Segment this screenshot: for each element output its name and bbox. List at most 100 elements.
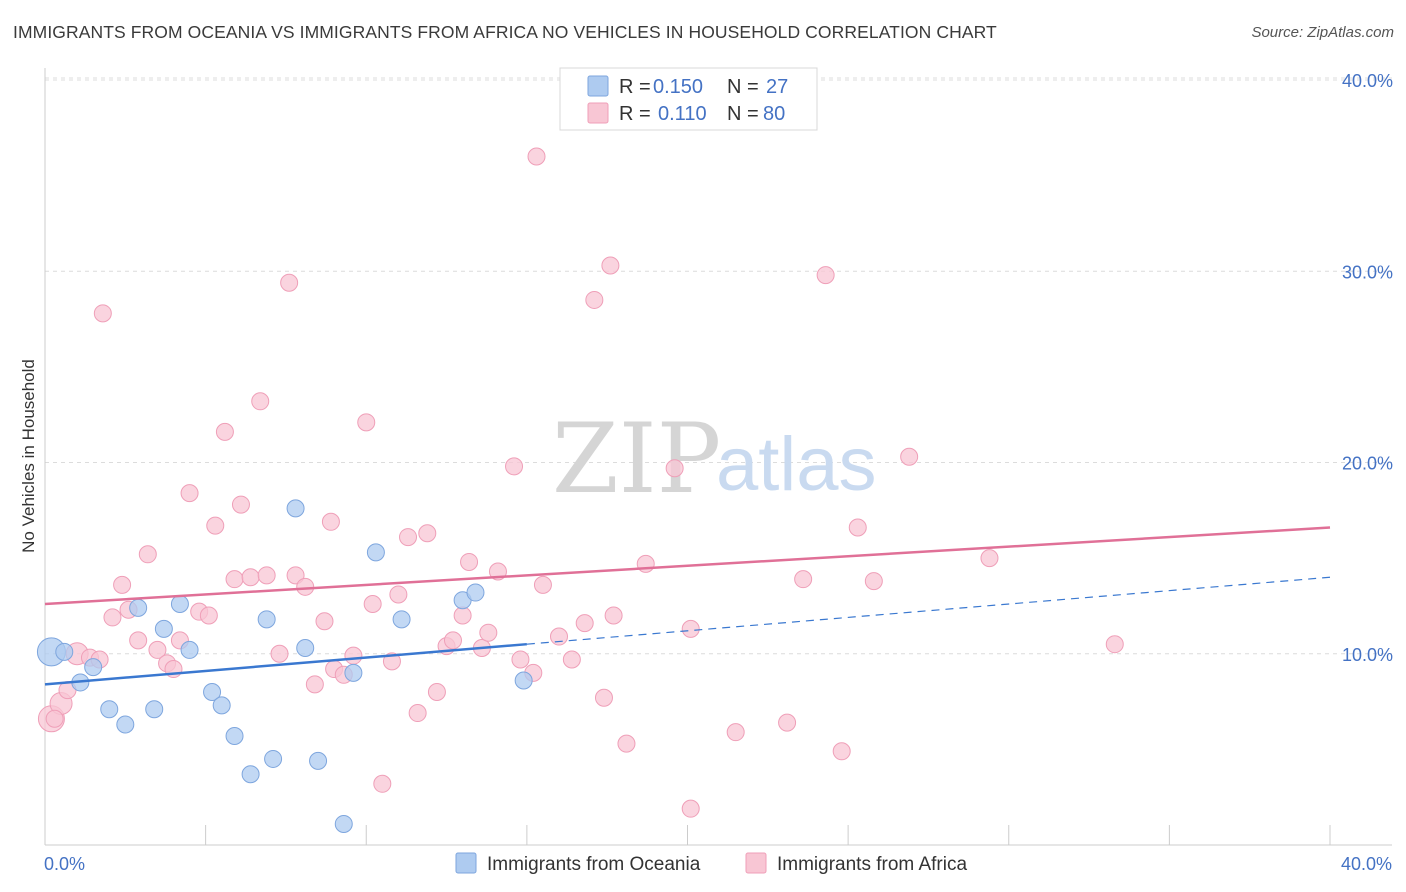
oceania-point: [366, 543, 385, 562]
africa-point: [103, 608, 122, 627]
africa-point: [864, 572, 883, 591]
oceania-point: [225, 726, 244, 745]
oceania-point: [100, 700, 119, 719]
y-tick-label: 30.0%: [1342, 262, 1393, 282]
bottom-legend-label-africa: Immigrants from Africa: [777, 854, 967, 875]
africa-point: [257, 566, 276, 585]
africa-point: [832, 742, 851, 761]
africa-point: [251, 392, 270, 411]
y-tick-label: 40.0%: [1342, 71, 1393, 91]
africa-point: [408, 704, 427, 723]
africa-point: [357, 413, 376, 432]
africa-point: [270, 644, 289, 663]
africa-point: [305, 675, 324, 694]
legend-swatch-africa: [587, 102, 609, 124]
africa-point: [617, 734, 636, 753]
africa-point: [848, 518, 867, 537]
africa-point: [453, 606, 472, 625]
oceania-point: [180, 640, 199, 659]
africa-point: [344, 646, 363, 665]
africa-point: [665, 459, 684, 478]
trend-lines: [44, 526, 1331, 686]
africa-point: [900, 447, 919, 466]
oceania-point: [309, 751, 328, 770]
oceania-trend-line-extension: [526, 576, 1331, 645]
y-axis-label: No Vehicles in Household: [19, 359, 38, 553]
x-tick-label-max: 40.0%: [1341, 854, 1392, 874]
oceania-point: [55, 642, 74, 661]
africa-point: [180, 484, 199, 503]
watermark-zip: ZIP: [552, 403, 721, 515]
africa-point: [681, 799, 700, 818]
oceania-point: [203, 683, 222, 701]
oceania-point: [392, 610, 411, 629]
africa-point: [427, 683, 446, 701]
oceania-point: [466, 583, 485, 602]
africa-point: [505, 457, 524, 476]
top-legend: R = 0.150 N = 27 R = 0.110 N = 80: [559, 67, 818, 131]
bottom-legend: Immigrants from Oceania Immigrants from …: [455, 852, 967, 875]
chart-title: IMMIGRANTS FROM OCEANIA VS IMMIGRANTS FR…: [13, 22, 997, 42]
africa-point: [794, 570, 813, 589]
oceania-point: [84, 658, 103, 677]
bottom-legend-label-oceania: Immigrants from Oceania: [487, 854, 701, 875]
africa-point: [93, 304, 112, 323]
oceania-point: [170, 595, 189, 614]
africa-point: [443, 631, 462, 650]
oceania-point: [334, 814, 353, 833]
africa-point: [382, 652, 401, 671]
oceania-point: [241, 765, 260, 784]
legend-n-value-oceania: 27: [766, 76, 788, 98]
africa-point: [585, 290, 604, 309]
africa-point: [594, 688, 613, 707]
oceania-point: [145, 700, 164, 719]
africa-point: [575, 614, 594, 633]
oceania-point: [344, 663, 363, 682]
africa-point: [241, 568, 260, 587]
legend-swatch-oceania: [587, 75, 609, 97]
legend-r-value-africa: 0.110: [658, 103, 707, 125]
oceania-trend-line: [44, 642, 527, 686]
africa-point: [460, 552, 479, 571]
y-tick-label: 20.0%: [1342, 454, 1393, 474]
africa-point: [601, 256, 620, 275]
legend-r-value-oceania: 0.150: [653, 76, 703, 98]
africa-point: [1105, 635, 1124, 654]
bottom-legend-swatch-africa: [745, 852, 767, 874]
x-tick-marks: [44, 825, 1331, 845]
y-tick-labels: 10.0% 20.0% 30.0% 40.0%: [1342, 71, 1393, 665]
africa-point: [373, 774, 392, 793]
watermark: ZIP atlas: [552, 403, 877, 515]
legend-r-label-africa: R =: [619, 103, 651, 125]
legend-n-value-africa: 80: [763, 103, 785, 125]
africa-point: [778, 713, 797, 732]
africa-point: [321, 512, 340, 531]
africa-point: [315, 612, 334, 631]
africa-point: [231, 495, 250, 514]
africa-point: [389, 585, 408, 604]
watermark-atlas: atlas: [716, 422, 877, 507]
africa-point: [363, 595, 382, 614]
oceania-point: [129, 598, 148, 617]
oceania-point: [286, 499, 305, 518]
africa-point: [980, 549, 999, 568]
africa-point: [215, 422, 234, 441]
oceania-point: [264, 749, 283, 768]
africa-point: [286, 566, 305, 585]
africa-point: [562, 650, 581, 669]
africa-point: [225, 570, 244, 589]
y-tick-label: 10.0%: [1342, 645, 1393, 665]
africa-point: [681, 619, 700, 638]
africa-point: [129, 631, 148, 650]
oceania-point: [514, 671, 533, 690]
legend-r-label-oceania: R =: [619, 76, 651, 98]
oceania-point: [116, 715, 135, 734]
africa-point: [45, 709, 64, 728]
africa-point: [113, 575, 132, 594]
africa-point: [206, 516, 225, 535]
africa-point: [533, 575, 552, 594]
source-label: Source: ZipAtlas.com: [1251, 24, 1394, 41]
oceania-point: [296, 639, 315, 658]
africa-point: [479, 623, 498, 642]
